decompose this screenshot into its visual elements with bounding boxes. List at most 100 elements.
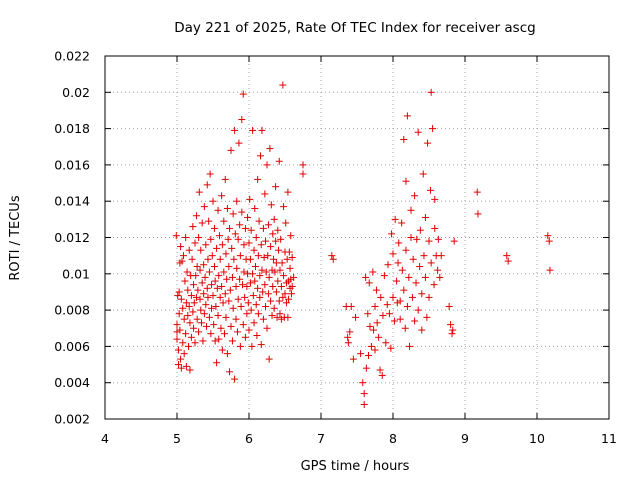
data-point: [208, 252, 216, 260]
data-point: [254, 310, 262, 318]
data-point: [390, 317, 398, 325]
chart-title: Day 221 of 2025, Rate Of TEC Index for r…: [174, 20, 535, 36]
data-point: [193, 315, 201, 323]
data-point: [329, 255, 337, 263]
data-point: [173, 335, 181, 343]
data-point: [373, 319, 381, 327]
data-point: [250, 319, 258, 327]
data-point: [183, 268, 191, 276]
data-point: [182, 330, 190, 338]
data-point: [221, 290, 229, 298]
data-point: [211, 277, 219, 285]
data-point: [231, 126, 239, 134]
data-point: [212, 302, 220, 310]
data-point: [223, 204, 231, 212]
data-point: [270, 215, 278, 223]
data-point: [284, 313, 292, 321]
data-point: [196, 295, 204, 303]
y-tick-label: 0.016: [54, 157, 90, 172]
data-point: [188, 255, 196, 263]
data-point: [375, 333, 383, 341]
y-tick-label: 0.002: [54, 412, 90, 427]
data-point: [216, 293, 224, 301]
y-tick-label: 0.02: [62, 85, 90, 100]
data-point: [256, 293, 264, 301]
data-point: [191, 339, 199, 347]
data-point: [196, 266, 204, 274]
data-point: [400, 135, 408, 143]
data-point: [216, 255, 224, 263]
x-tick-label: 5: [173, 431, 181, 446]
data-point: [229, 210, 237, 218]
data-point: [411, 317, 419, 325]
data-point: [239, 281, 247, 289]
data-point: [344, 333, 352, 341]
data-point: [264, 252, 272, 260]
data-point: [287, 275, 295, 283]
data-point: [371, 302, 379, 310]
y-tick-label: 0.006: [54, 339, 90, 354]
data-point: [437, 252, 445, 260]
data-point: [239, 321, 247, 329]
data-point: [254, 175, 262, 183]
data-point: [262, 302, 270, 310]
data-point: [299, 161, 307, 169]
y-axis-tick-labels: 0.002 0.004 0.006 0.008 0.01 0.012 0.014 0.016 0…: [54, 49, 90, 427]
data-point: [194, 286, 202, 294]
data-point: [362, 364, 370, 372]
data-point: [203, 322, 211, 330]
data-point: [190, 281, 198, 289]
data-point: [200, 261, 208, 269]
data-point: [174, 361, 182, 369]
grid: [105, 56, 609, 419]
data-point: [434, 235, 442, 243]
data-point: [269, 255, 277, 263]
data-point: [241, 224, 249, 232]
data-point: [259, 224, 267, 232]
data-point: [282, 219, 290, 227]
data-point: [238, 208, 246, 216]
data-point: [228, 337, 236, 345]
data-point: [287, 290, 295, 298]
data-point: [286, 264, 294, 272]
y-tick-label: 0.012: [54, 230, 90, 245]
data-point: [278, 259, 286, 267]
data-point: [396, 315, 404, 323]
data-point: [213, 284, 221, 292]
data-point: [347, 302, 355, 310]
data-point: [198, 279, 206, 287]
data-point: [179, 339, 187, 347]
data-point: [244, 299, 252, 307]
data-point: [184, 312, 192, 320]
data-point: [424, 139, 432, 147]
data-point: [260, 253, 268, 261]
data-point: [213, 244, 221, 252]
data-point: [248, 342, 256, 350]
data-point: [281, 290, 289, 298]
data-point: [251, 204, 259, 212]
x-axis-title: GPS time / hours: [301, 459, 410, 474]
data-point: [270, 304, 278, 312]
data-point: [262, 268, 270, 276]
data-point: [430, 281, 438, 289]
data-point: [413, 235, 421, 243]
data-point: [207, 330, 215, 338]
data-point: [205, 313, 213, 321]
data-point: [181, 277, 189, 285]
data-point: [185, 302, 193, 310]
data-point: [232, 283, 240, 291]
data-point: [271, 268, 279, 276]
data-point: [207, 235, 215, 243]
data-point: [406, 342, 414, 350]
data-point: [346, 328, 354, 336]
data-point: [396, 297, 404, 305]
data-point: [411, 192, 419, 200]
data-point: [174, 292, 182, 300]
data-point: [275, 157, 283, 165]
data-point: [197, 319, 205, 327]
data-point: [267, 201, 275, 209]
data-point: [176, 326, 184, 334]
data-point: [179, 252, 187, 260]
data-point: [246, 279, 254, 287]
data-point: [429, 125, 437, 133]
